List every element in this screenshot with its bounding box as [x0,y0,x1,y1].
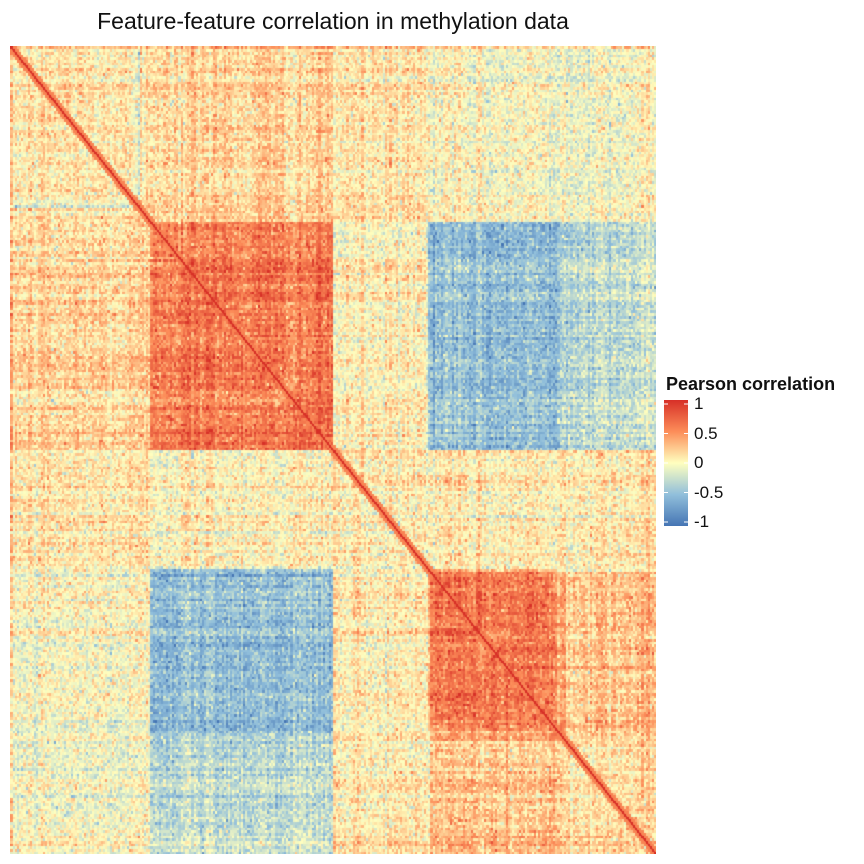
legend-title: Pearson correlation [666,374,836,394]
correlation-heatmap [10,46,656,854]
legend-tick-label: 1 [694,394,704,413]
legend-tick-label: 0.5 [694,423,718,443]
chart-title: Feature-feature correlation in methylati… [97,8,569,34]
legend-color-bar [664,400,688,526]
legend-tick-label: -0.5 [694,482,724,502]
legend-tick-label: -1 [694,512,710,531]
legend-tick-label: 0 [694,453,704,472]
